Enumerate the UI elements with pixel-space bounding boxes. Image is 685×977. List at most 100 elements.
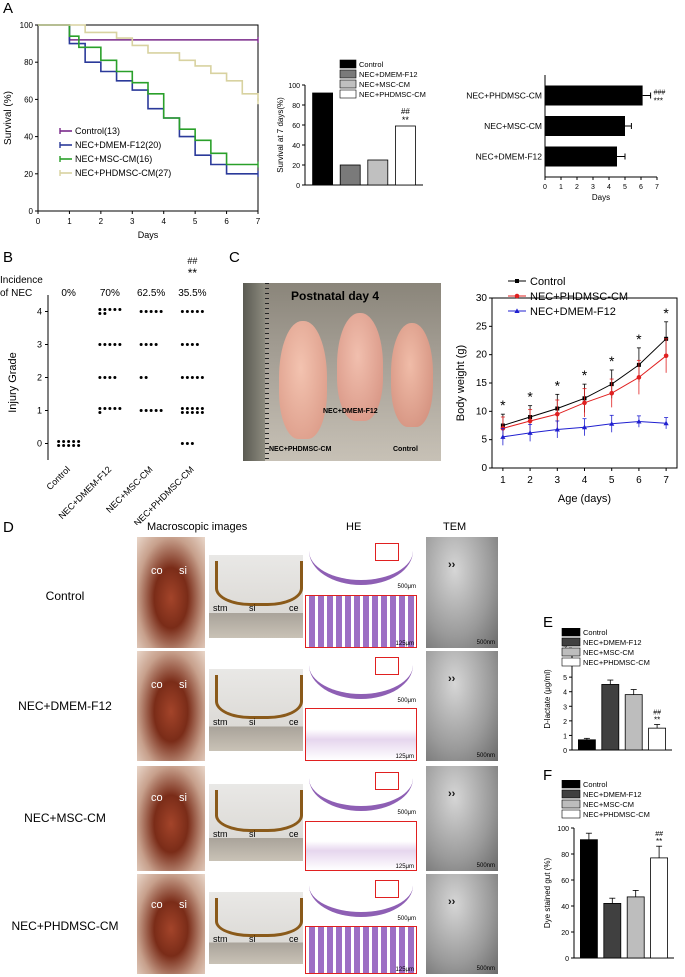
- legend-swatch: [561, 799, 581, 809]
- bar-annotation-hash: ##: [655, 831, 663, 838]
- intestine-photo: stm si ce: [209, 784, 303, 861]
- y-axis-label: Body weight (g): [455, 345, 467, 421]
- weight-point: [636, 375, 642, 380]
- legend-entry: NEC+DMEM-F12: [583, 790, 642, 799]
- injury-dot: [113, 376, 117, 379]
- y-tick-label: 20: [24, 170, 33, 179]
- injury-dot: [185, 343, 189, 346]
- y-tick-label: 2: [37, 373, 42, 383]
- he-low-mag: 500μm: [303, 537, 418, 591]
- organ-label: si: [249, 716, 256, 727]
- category-label: NEC+MSC-CM: [484, 121, 542, 131]
- legend-entry: NEC+PHDMSC-CM(27): [75, 168, 171, 178]
- sig-star: *: [663, 305, 669, 321]
- category-label: NEC+DMEM-F12: [476, 152, 543, 162]
- abdomen-photo: co si: [137, 874, 205, 974]
- photo-label-dmem: NEC+DMEM-F12: [323, 408, 378, 415]
- scale-bar-label: 500nm: [476, 753, 495, 759]
- header-macroscopic: Macroscopic images: [147, 521, 248, 533]
- abdomen-photo: co si: [137, 766, 205, 871]
- survival-bar: [312, 92, 333, 186]
- scale-bar-label: 500μm: [397, 584, 416, 591]
- pup-control: [391, 323, 433, 427]
- y-tick-label: 80: [561, 852, 569, 859]
- survival-curve-chart: 0 1 2 3 4 5 6 7 0 20 40 60 80 100 Days Survival (%) Cont…: [3, 21, 261, 240]
- panel-label-e: E: [543, 614, 554, 631]
- injury-dot: [103, 308, 107, 311]
- y-tick-label: 100: [288, 83, 300, 90]
- legend-entry: NEC+DMEM-F12: [583, 638, 642, 647]
- row-label: NEC+PHDMSC-CM: [11, 919, 119, 933]
- scale-bar-label: 125μm: [395, 967, 414, 973]
- injury-dot: [57, 440, 61, 443]
- y-axis-label: Survival at 7 days(%): [276, 97, 285, 173]
- injury-dot: [154, 310, 158, 313]
- category-label: NEC+PHDMSC-CM: [466, 91, 542, 101]
- injury-dot: [190, 310, 194, 313]
- weight-point: [609, 390, 615, 396]
- injury-dot: [144, 376, 148, 379]
- organ-label: co: [151, 678, 163, 691]
- incidence-value: 62.5%: [137, 288, 165, 299]
- survival-line: [38, 24, 259, 102]
- organ-label: si: [179, 792, 187, 805]
- he-tissue-arc: [309, 517, 413, 586]
- scale-bar-label: 500μm: [397, 810, 416, 817]
- legend-swatch: [561, 637, 581, 647]
- injury-dot: [77, 444, 81, 447]
- value-bar: [626, 896, 645, 959]
- injury-dot: [149, 310, 153, 313]
- value-bar: [580, 839, 598, 959]
- x-tick-label: 2: [575, 184, 579, 191]
- injury-dot: [72, 444, 76, 447]
- y-tick-label: 0: [565, 956, 569, 963]
- legend-entry: Control: [359, 60, 384, 69]
- injury-dot: [200, 411, 204, 414]
- value-bar: [648, 727, 666, 751]
- injury-dot: [195, 407, 199, 410]
- injury-dot: [200, 407, 204, 410]
- organ-label: ce: [289, 603, 299, 614]
- injury-dot: [144, 343, 148, 346]
- injury-dot: [57, 444, 61, 447]
- photo-label-control: Control: [393, 446, 418, 453]
- organ-label: si: [179, 899, 187, 911]
- value-bar: [650, 857, 668, 959]
- plot-frame: [37, 24, 259, 212]
- category-label: Control: [44, 464, 72, 492]
- y-tick-label: 80: [24, 58, 33, 67]
- intestine-loop: [215, 561, 303, 606]
- sig-star: *: [609, 353, 615, 369]
- bar-annotation-stars: ***: [654, 97, 663, 106]
- legend-entry: Control: [583, 780, 608, 789]
- injury-dot: [180, 442, 184, 445]
- body-weight-chart: 1 * 2 * 3 * 4 * 5 * 6 * 7 * 0 5 10 15 20 25 30 Age (days) Body…: [455, 276, 678, 505]
- scale-bar-label: 500nm: [476, 640, 495, 646]
- incidence-value: 70%: [100, 288, 120, 299]
- days-bar: [545, 116, 625, 136]
- y-tick-label: 5: [481, 435, 487, 446]
- weight-point: [527, 418, 533, 424]
- panel-label-c: C: [229, 249, 240, 266]
- injury-dot: [195, 411, 199, 414]
- y-tick-label: 0: [563, 748, 567, 755]
- injury-dot: [154, 409, 158, 412]
- y-tick-label: 10: [476, 406, 488, 417]
- legend-swatch: [339, 59, 357, 69]
- legend-swatch: [339, 79, 357, 89]
- intestine-loop: [215, 790, 303, 832]
- injury-dot: [190, 376, 194, 379]
- y-tick-label: 100: [557, 826, 569, 833]
- survival-bar: [339, 164, 361, 186]
- legend-entry: NEC+MSC-CM: [583, 800, 634, 809]
- legend-marker: [515, 279, 519, 283]
- survival-days-bar-chart: 0 1 2 3 4 5 6 7 Days NEC+PHDMSC-CM ###*** NEC+MSC-C…: [466, 75, 665, 202]
- he-high-mag: 125μm: [305, 926, 417, 974]
- bar-annotation-stars: **: [656, 837, 662, 846]
- sig-star: *: [500, 397, 506, 413]
- y-tick-label: 4: [37, 307, 42, 317]
- injury-dot: [180, 376, 184, 379]
- organ-label: si: [179, 564, 187, 577]
- injury-dot: [185, 442, 189, 445]
